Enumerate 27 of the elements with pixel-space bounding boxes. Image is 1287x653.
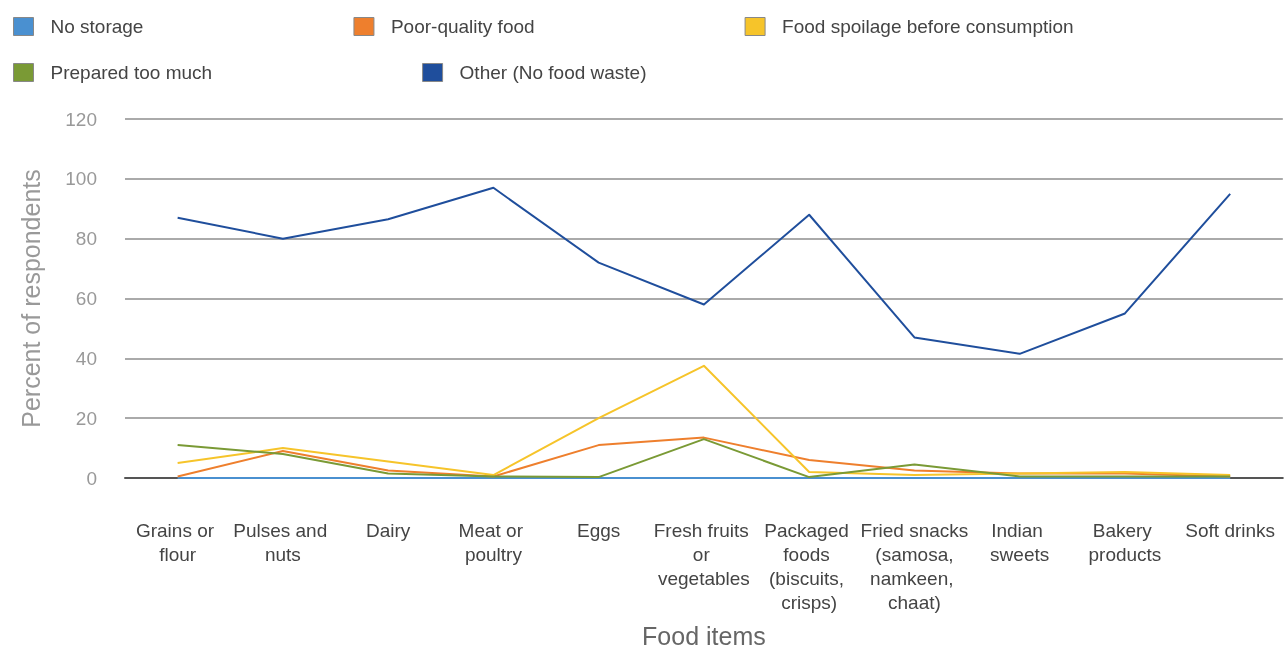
y-tick-label: 80	[75, 228, 97, 250]
x-axis-title: Food items	[642, 621, 766, 650]
legend-label: No storage	[50, 16, 144, 37]
x-tick-label: Grains or flour	[135, 519, 220, 565]
x-tick-label: Fried snacks (samosa, namkeen, chaat)	[860, 519, 969, 613]
x-tick-label: Eggs	[577, 519, 621, 541]
x-tick-label: Bakery products	[1088, 519, 1162, 565]
x-tick-label: Dairy	[365, 519, 411, 541]
legend-label: Other (No food waste)	[459, 62, 647, 83]
legend-label: Prepared too much	[50, 62, 213, 83]
line-series	[176, 364, 1232, 477]
y-tick-label: 100	[65, 168, 97, 190]
x-tick-label: Meat or poultry	[458, 519, 529, 565]
x-tick-label: Packaged foods (biscuits, crisps)	[764, 519, 855, 613]
y-tick-label: 60	[75, 288, 97, 309]
legend-label: Food spoilage before consumption	[782, 16, 1074, 37]
y-axis-title: Percent of respondents	[16, 169, 45, 428]
y-tick-label: 40	[75, 347, 97, 369]
y-tick-label: 20	[75, 407, 97, 429]
legend-label: Poor-quality food	[390, 16, 535, 37]
x-tick-label: Soft drinks	[1185, 519, 1276, 541]
x-tick-label: Indian sweets	[990, 519, 1050, 565]
x-tick-label: Pulses and nuts	[233, 519, 333, 565]
x-tick-label: Fresh fruits or vegetables	[653, 519, 755, 589]
line-series	[176, 186, 1232, 355]
y-tick-label: 120	[65, 108, 97, 130]
y-tick-label: 0	[86, 467, 97, 489]
